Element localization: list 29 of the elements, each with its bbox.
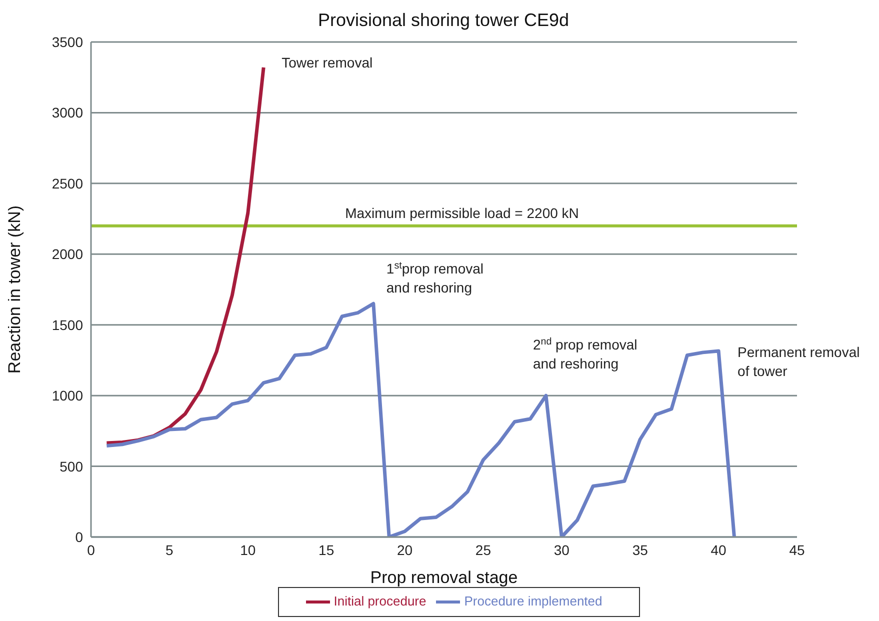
- x-tick-label: 45: [789, 542, 805, 558]
- x-tick-label: 15: [318, 542, 334, 558]
- x-axis-title: Prop removal stage: [370, 568, 518, 587]
- annotation: Tower removal: [282, 54, 373, 70]
- x-tick-label: 35: [632, 542, 648, 558]
- annotation: Permanent removal of tower: [738, 344, 860, 380]
- y-tick-label: 1500: [52, 316, 84, 333]
- annotation: 2$^{nd}$ prop removal and reshoring: [532, 336, 638, 372]
- x-tick-label: 0: [87, 542, 96, 558]
- x-tick-label: 25: [475, 542, 492, 558]
- chart-title: Provisional shoring tower CE9d: [316, 9, 570, 32]
- x-tick-label: 20: [396, 542, 413, 558]
- y-axis-title: Reaction in tower (kN): [5, 205, 24, 374]
- y-tick-label: 2500: [52, 175, 84, 192]
- y-tick-label: 0: [75, 528, 84, 545]
- y-tick-label: 500: [60, 458, 84, 474]
- y-tick-label: 3500: [52, 34, 84, 50]
- x-tick-label: 40: [710, 542, 727, 558]
- y-tick-label: 3000: [52, 104, 84, 121]
- x-tick-label: 5: [166, 542, 174, 558]
- y-tick-label: 2000: [52, 246, 84, 262]
- line-series: [104, 302, 736, 537]
- x-tick-label: 30: [554, 542, 570, 558]
- annotation: 1$^{st}$prop removal and reshoring: [386, 260, 484, 296]
- y-tick-label: 1000: [52, 388, 84, 404]
- legend-label: Procedure implemented: [464, 593, 602, 608]
- ref-line-label: Maximum permissible load = 2200 kN: [345, 204, 579, 221]
- x-tick-label: 10: [240, 542, 256, 558]
- legend-label: Initial procedure: [334, 593, 426, 608]
